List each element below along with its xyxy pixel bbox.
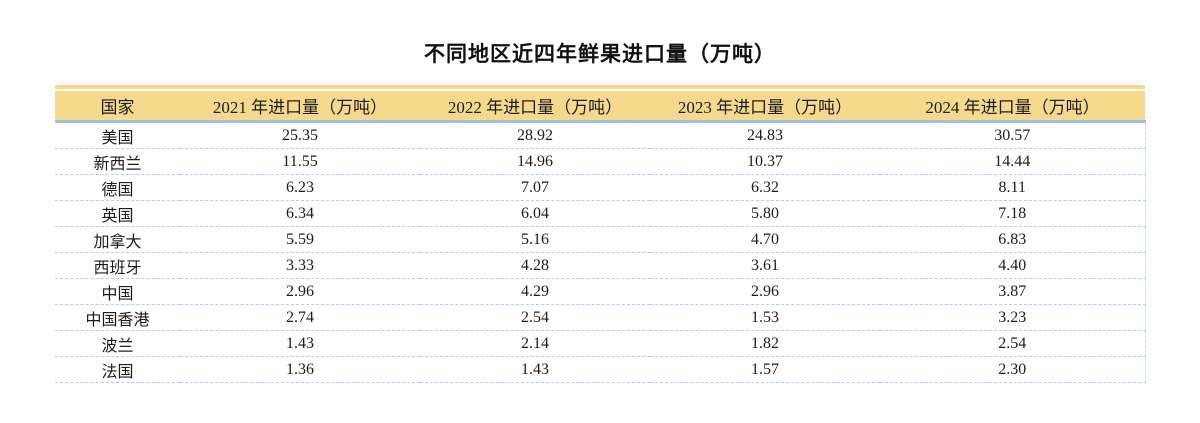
column-header-2021: 2021 年进口量（万吨）	[180, 91, 420, 123]
value-cell: 3.61	[650, 252, 880, 279]
table-row: 法国 1.36 1.43 1.57 2.30	[55, 356, 1146, 383]
country-cell: 中国	[55, 278, 180, 305]
value-cell: 5.59	[180, 226, 420, 253]
value-cell: 10.37	[650, 148, 880, 175]
column-header-2023: 2023 年进口量（万吨）	[650, 91, 880, 123]
fruit-import-table: 国家 2021 年进口量（万吨） 2022 年进口量（万吨） 2023 年进口量…	[55, 91, 1146, 383]
table-row: 德国 6.23 7.07 6.32 8.11	[55, 174, 1146, 201]
value-cell: 14.44	[880, 148, 1146, 175]
value-cell: 25.35	[180, 121, 420, 149]
column-header-2024: 2024 年进口量（万吨）	[880, 91, 1145, 123]
value-cell: 6.34	[180, 200, 420, 227]
table-top-accent-bar	[55, 85, 1145, 89]
country-cell: 西班牙	[55, 252, 180, 279]
table-row: 美国 25.35 28.92 24.83 30.57	[55, 121, 1146, 149]
value-cell: 7.07	[420, 174, 650, 201]
value-cell: 8.11	[880, 174, 1146, 201]
column-header-2022: 2022 年进口量（万吨）	[420, 91, 650, 123]
value-cell: 4.28	[420, 252, 650, 279]
value-cell: 30.57	[880, 121, 1146, 149]
value-cell: 1.57	[650, 356, 880, 383]
value-cell: 28.92	[420, 121, 650, 149]
table-row: 加拿大 5.59 5.16 4.70 6.83	[55, 226, 1146, 253]
value-cell: 3.87	[880, 278, 1146, 305]
value-cell: 4.29	[420, 278, 650, 305]
country-cell: 新西兰	[55, 148, 180, 175]
value-cell: 6.32	[650, 174, 880, 201]
country-cell: 德国	[55, 174, 180, 201]
country-cell: 美国	[55, 121, 180, 149]
country-cell: 加拿大	[55, 226, 180, 253]
value-cell: 14.96	[420, 148, 650, 175]
value-cell: 1.53	[650, 304, 880, 331]
table-row: 西班牙 3.33 4.28 3.61 4.40	[55, 252, 1146, 279]
table-row: 新西兰 11.55 14.96 10.37 14.44	[55, 148, 1146, 175]
value-cell: 5.16	[420, 226, 650, 253]
value-cell: 11.55	[180, 148, 420, 175]
value-cell: 24.83	[650, 121, 880, 149]
value-cell: 2.54	[880, 330, 1146, 357]
value-cell: 3.33	[180, 252, 420, 279]
value-cell: 1.43	[180, 330, 420, 357]
value-cell: 2.74	[180, 304, 420, 331]
value-cell: 6.04	[420, 200, 650, 227]
header-row: 国家 2021 年进口量（万吨） 2022 年进口量（万吨） 2023 年进口量…	[55, 91, 1145, 123]
table-row: 波兰 1.43 2.14 1.82 2.54	[55, 330, 1146, 357]
value-cell: 1.82	[650, 330, 880, 357]
value-cell: 6.83	[880, 226, 1146, 253]
column-header-country: 国家	[55, 91, 180, 123]
value-cell: 2.96	[650, 278, 880, 305]
value-cell: 2.96	[180, 278, 420, 305]
table-row: 中国香港 2.74 2.54 1.53 3.23	[55, 304, 1146, 331]
table-row: 中国 2.96 4.29 2.96 3.87	[55, 278, 1146, 305]
value-cell: 3.23	[880, 304, 1146, 331]
value-cell: 7.18	[880, 200, 1146, 227]
value-cell: 5.80	[650, 200, 880, 227]
country-cell: 英国	[55, 200, 180, 227]
value-cell: 4.70	[650, 226, 880, 253]
table-row: 英国 6.34 6.04 5.80 7.18	[55, 200, 1146, 227]
value-cell: 2.14	[420, 330, 650, 357]
value-cell: 1.43	[420, 356, 650, 383]
country-cell: 中国香港	[55, 304, 180, 331]
page-title: 不同地区近四年鲜果进口量（万吨）	[424, 42, 776, 66]
value-cell: 2.30	[880, 356, 1146, 383]
import-table: 国家 2021 年进口量（万吨） 2022 年进口量（万吨） 2023 年进口量…	[55, 85, 1146, 383]
value-cell: 2.54	[420, 304, 650, 331]
country-cell: 法国	[55, 356, 180, 383]
value-cell: 1.36	[180, 356, 420, 383]
value-cell: 6.23	[180, 174, 420, 201]
value-cell: 4.40	[880, 252, 1146, 279]
country-cell: 波兰	[55, 330, 180, 357]
